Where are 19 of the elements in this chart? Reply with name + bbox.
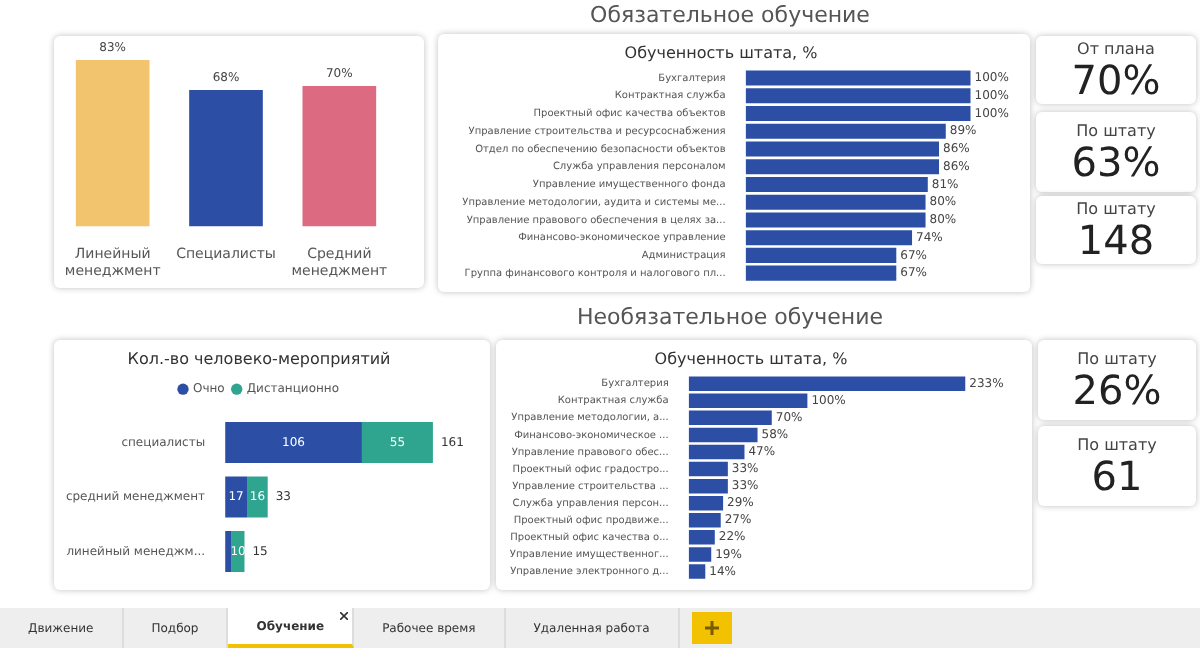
bar — [247, 476, 268, 518]
bar — [225, 422, 362, 463]
chart-title: Обученность штата, % — [624, 43, 819, 62]
chart-title: Кол.-во человеко-мероприятий — [127, 349, 391, 368]
text: 61 — [1089, 451, 1143, 499]
text: По штату — [1075, 435, 1159, 453]
text: По штату — [1074, 121, 1158, 139]
text: 70% — [1069, 55, 1163, 103]
chart-title: Обученность штата, % — [654, 349, 849, 368]
text: 26% — [1070, 365, 1164, 413]
text: Необязательное обучение — [576, 304, 884, 330]
text: По штату — [1074, 199, 1158, 217]
text: 148 — [1075, 215, 1157, 263]
text: От плана — [1075, 39, 1157, 57]
text: По штату — [1075, 349, 1159, 367]
bar — [225, 531, 232, 572]
text: 63% — [1069, 137, 1163, 185]
bar — [361, 422, 433, 463]
text: Обязательное обучение — [590, 2, 870, 28]
